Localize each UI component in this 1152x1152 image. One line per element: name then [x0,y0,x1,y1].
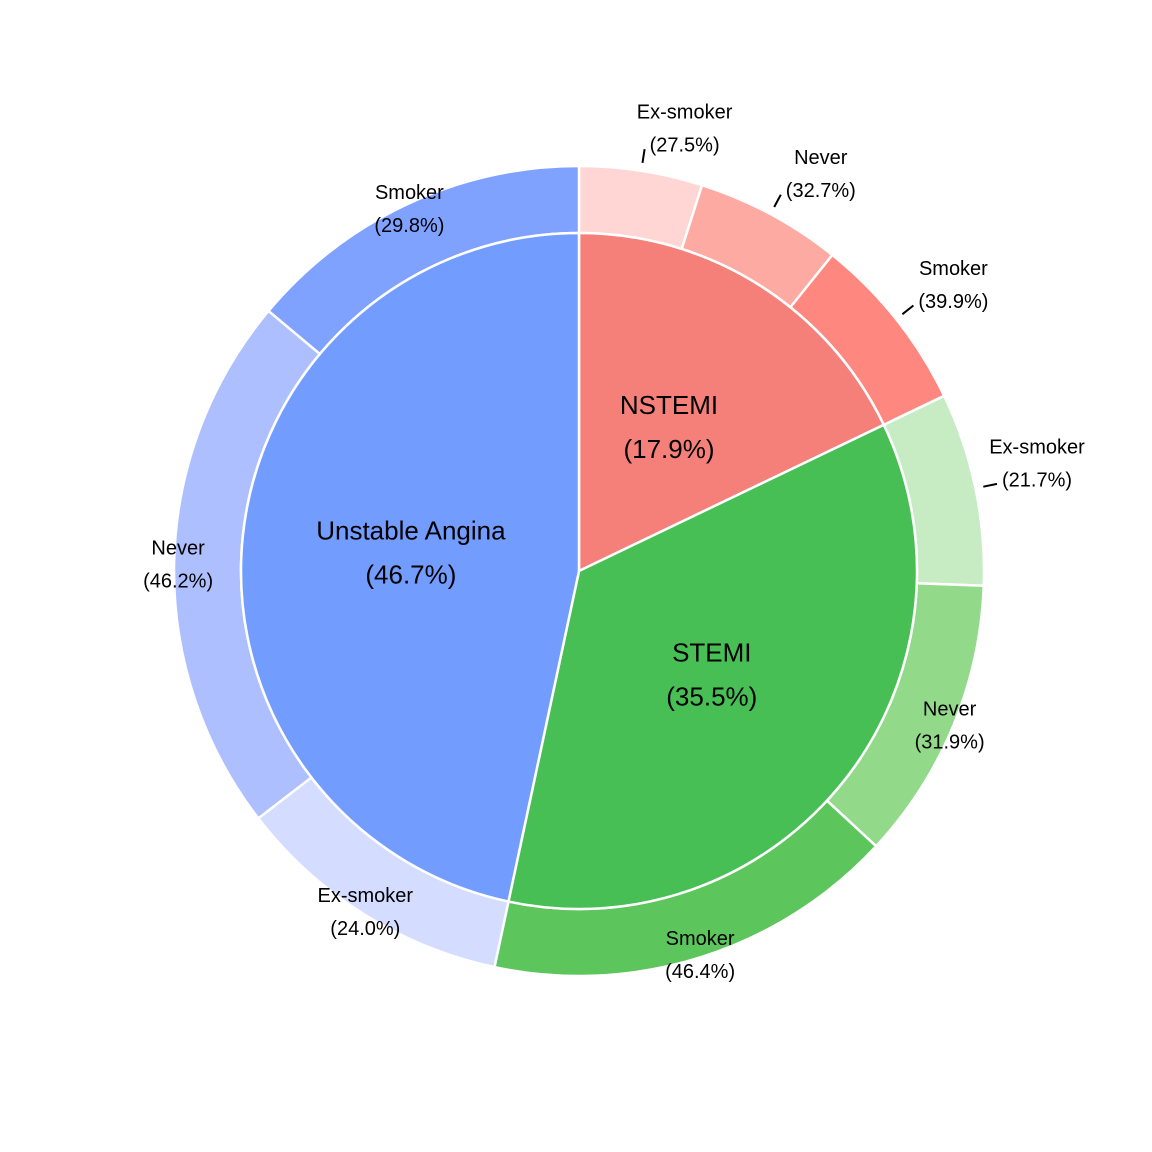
outer-label-stemi-smoker: Smoker (46.4%) [665,928,735,983]
outer-label-unstable-angina-never: Never (46.2%) [143,537,213,592]
leader-line-nstemi-never [773,194,782,208]
outer-label-unstable-angina-smoker: Smoker (29.8%) [374,182,444,237]
inner-slice-nstemi [577,231,886,573]
outer-label-stemi-ex-smoker: Ex-smoker (21.7%) [989,436,1085,491]
chart-labels: NSTEMI (17.9%) STEMI (35.5%) Unstable Angina… [143,102,1085,983]
inner-pie [239,231,919,911]
leader-line-nstemi-ex-smoker [641,148,646,164]
outer-label-stemi-never: Never (31.9%) [915,699,985,754]
inner-slice-unstable-angina [239,231,581,904]
leader-line-nstemi-smoker [901,304,915,315]
outer-label-nstemi-ex-smoker: Ex-smoker (27.5%) [637,102,733,157]
inner-slice-stemi [506,423,919,911]
inner-label-nstemi: NSTEMI (17.9%) [620,390,718,464]
outer-label-nstemi-never: Never (32.7%) [786,147,856,202]
leader-lines [641,148,998,488]
inner-label-stemi: STEMI (35.5%) [666,638,757,712]
outer-label-nstemi-smoker: Smoker (39.9%) [918,258,988,313]
inner-label-unstable-angina: Unstable Angina (46.7%) [316,515,506,589]
leader-line-stemi-ex-smoker [983,482,998,488]
outer-label-unstable-angina-ex-smoker: Ex-smoker (24.0%) [318,885,414,940]
